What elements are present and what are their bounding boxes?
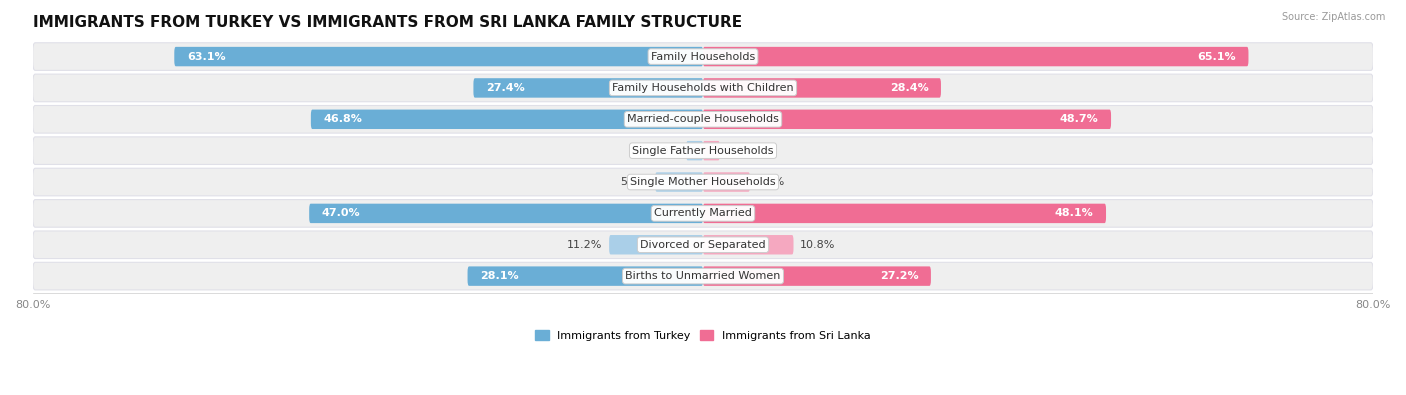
FancyBboxPatch shape xyxy=(703,109,1111,129)
Text: Family Households: Family Households xyxy=(651,52,755,62)
Text: Divorced or Separated: Divorced or Separated xyxy=(640,240,766,250)
FancyBboxPatch shape xyxy=(32,137,1374,164)
FancyBboxPatch shape xyxy=(309,204,703,223)
FancyBboxPatch shape xyxy=(703,172,749,192)
Text: 63.1%: 63.1% xyxy=(187,52,225,62)
Text: 11.2%: 11.2% xyxy=(567,240,602,250)
FancyBboxPatch shape xyxy=(703,235,793,254)
FancyBboxPatch shape xyxy=(174,47,703,66)
FancyBboxPatch shape xyxy=(468,266,703,286)
Legend: Immigrants from Turkey, Immigrants from Sri Lanka: Immigrants from Turkey, Immigrants from … xyxy=(531,326,875,345)
FancyBboxPatch shape xyxy=(474,78,703,98)
Text: 47.0%: 47.0% xyxy=(322,209,360,218)
FancyBboxPatch shape xyxy=(703,204,1107,223)
Text: 65.1%: 65.1% xyxy=(1198,52,1236,62)
Text: 46.8%: 46.8% xyxy=(323,114,363,124)
FancyBboxPatch shape xyxy=(32,105,1374,133)
Text: 48.1%: 48.1% xyxy=(1054,209,1094,218)
FancyBboxPatch shape xyxy=(703,47,1249,66)
Text: Currently Married: Currently Married xyxy=(654,209,752,218)
FancyBboxPatch shape xyxy=(32,43,1374,70)
Text: Births to Unmarried Women: Births to Unmarried Women xyxy=(626,271,780,281)
FancyBboxPatch shape xyxy=(609,235,703,254)
Text: 28.1%: 28.1% xyxy=(479,271,519,281)
Text: 5.7%: 5.7% xyxy=(620,177,648,187)
Text: Married-couple Households: Married-couple Households xyxy=(627,114,779,124)
FancyBboxPatch shape xyxy=(655,172,703,192)
Text: 2.0%: 2.0% xyxy=(651,146,679,156)
FancyBboxPatch shape xyxy=(32,262,1374,290)
FancyBboxPatch shape xyxy=(32,231,1374,259)
FancyBboxPatch shape xyxy=(703,141,720,160)
Text: Single Father Households: Single Father Households xyxy=(633,146,773,156)
FancyBboxPatch shape xyxy=(703,266,931,286)
Text: 10.8%: 10.8% xyxy=(800,240,835,250)
Text: 5.6%: 5.6% xyxy=(756,177,785,187)
Text: Family Households with Children: Family Households with Children xyxy=(612,83,794,93)
Text: 2.0%: 2.0% xyxy=(727,146,755,156)
FancyBboxPatch shape xyxy=(32,168,1374,196)
FancyBboxPatch shape xyxy=(686,141,703,160)
FancyBboxPatch shape xyxy=(703,78,941,98)
Text: 28.4%: 28.4% xyxy=(890,83,928,93)
FancyBboxPatch shape xyxy=(32,199,1374,227)
FancyBboxPatch shape xyxy=(32,74,1374,102)
Text: 48.7%: 48.7% xyxy=(1060,114,1098,124)
Text: IMMIGRANTS FROM TURKEY VS IMMIGRANTS FROM SRI LANKA FAMILY STRUCTURE: IMMIGRANTS FROM TURKEY VS IMMIGRANTS FRO… xyxy=(32,15,742,30)
Text: 27.2%: 27.2% xyxy=(880,271,918,281)
Text: 27.4%: 27.4% xyxy=(486,83,524,93)
FancyBboxPatch shape xyxy=(311,109,703,129)
Text: Single Mother Households: Single Mother Households xyxy=(630,177,776,187)
Text: Source: ZipAtlas.com: Source: ZipAtlas.com xyxy=(1281,12,1385,22)
